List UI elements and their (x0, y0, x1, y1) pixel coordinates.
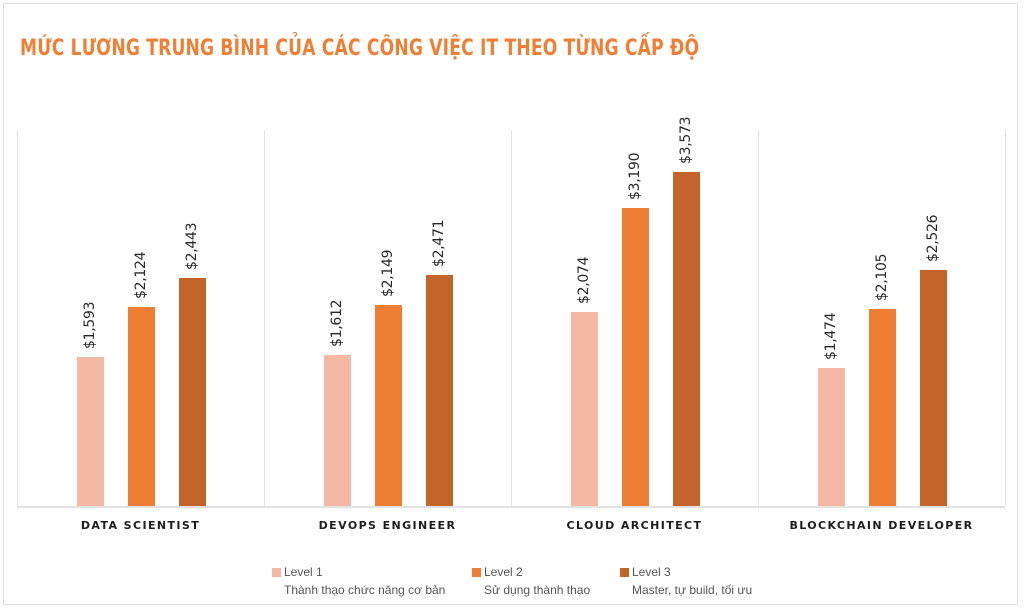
bar-value-label: $2,443 (184, 222, 200, 270)
bar-level-3 (426, 275, 453, 506)
chart-title: MỨC LƯƠNG TRUNG BÌNH CỦA CÁC CÔNG VIỆC I… (20, 36, 700, 61)
bar-value-label: $2,149 (380, 249, 396, 297)
category-gridline (264, 130, 265, 506)
bar-value-label: $3,573 (678, 116, 694, 164)
bar-level-3 (920, 270, 947, 506)
bar-value-label: $2,074 (576, 256, 592, 304)
bar-level-1 (324, 355, 351, 506)
legend-description: Sử dụng thành thạo (484, 583, 591, 597)
legend-swatch-icon (620, 568, 629, 577)
bar-level-1 (77, 357, 104, 506)
bar-value-label: $2,124 (133, 251, 149, 299)
category-label: DATA SCIENTIST (80, 519, 201, 532)
bar-level-2 (869, 309, 896, 506)
bar-value-label: $2,105 (874, 253, 890, 301)
legend-description: Master, tự build, tối ưu (632, 583, 753, 597)
bar-value-label: $3,190 (627, 152, 643, 200)
category-gridline (511, 130, 512, 506)
bar-level-2 (128, 307, 155, 506)
chart-panel (3, 3, 1018, 605)
legend-swatch-icon (472, 568, 481, 577)
bar-level-2 (375, 305, 402, 506)
bar-value-label: $2,471 (431, 219, 447, 267)
category-gridline (1005, 130, 1006, 506)
bar-value-label: $2,526 (925, 214, 941, 262)
legend-description: Thành thạo chức năng cơ bản (284, 583, 446, 597)
bar-value-label: $1,474 (823, 312, 839, 360)
legend-title: Level 2 (484, 565, 523, 579)
bar-value-label: $1,612 (329, 299, 345, 347)
bar-level-3 (179, 278, 206, 506)
bar-level-3 (673, 172, 700, 506)
category-label: DEVOPS ENGINEER (318, 519, 457, 532)
category-gridline (17, 130, 18, 506)
bar-level-2 (622, 208, 649, 506)
x-axis-baseline (17, 506, 1005, 508)
category-label: CLOUD ARCHITECT (566, 519, 703, 532)
legend-title: Level 3 (632, 565, 671, 579)
category-label: BLOCKCHAIN DEVELOPER (789, 519, 974, 532)
legend-swatch-icon (272, 568, 281, 577)
bar-value-label: $1,593 (82, 301, 98, 349)
bar-level-1 (818, 368, 845, 506)
legend-title: Level 1 (284, 565, 323, 579)
bar-level-1 (571, 312, 598, 506)
category-gridline (758, 130, 759, 506)
plot-area: $1,593 $2,124 $2,443 $1,612 $2,149 $2,471 $2,0… (17, 117, 1006, 506)
